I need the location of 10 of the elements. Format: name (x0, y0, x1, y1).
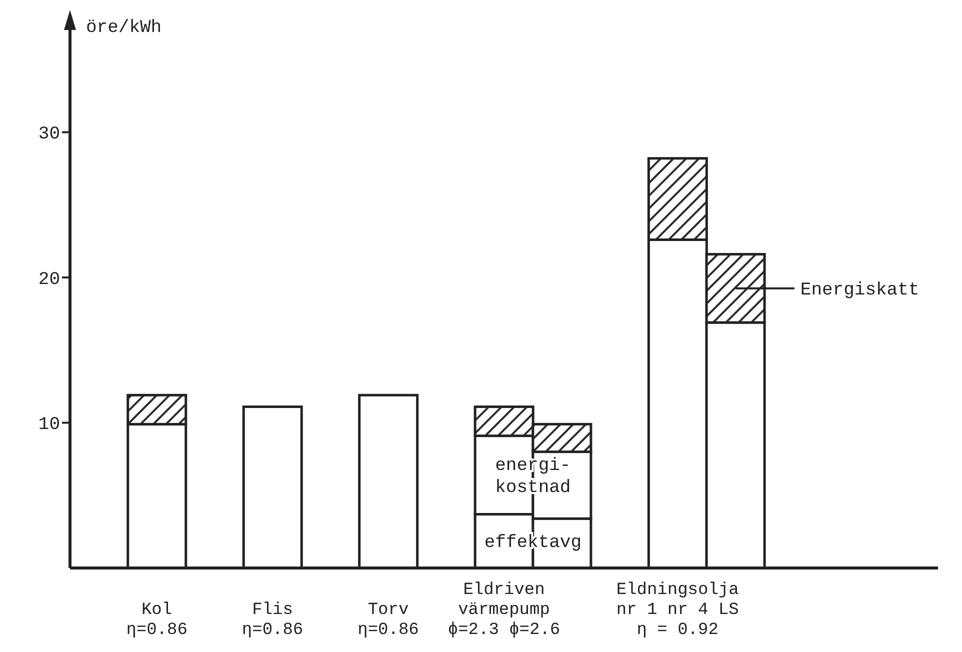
x-tick-label: Flis η=0.86 (242, 601, 304, 640)
y-tick-label: 30 (38, 124, 60, 145)
x-tick-label: Eldriven värmepump ϕ=2.3 ϕ=2.6 (448, 581, 560, 640)
x-tick-label: Eldningsolja nr 1 nr 4 LS η = 0.92 (616, 581, 739, 640)
y-axis-title: öre/kWh (86, 18, 162, 38)
y-tick-label: 10 (38, 415, 60, 436)
series-label: Energiskatt (800, 280, 920, 300)
y-tick-label: 20 (38, 270, 60, 290)
x-tick-label: Torv η=0.86 (358, 601, 419, 640)
x-tick-label: Kol η=0.86 (126, 601, 188, 640)
